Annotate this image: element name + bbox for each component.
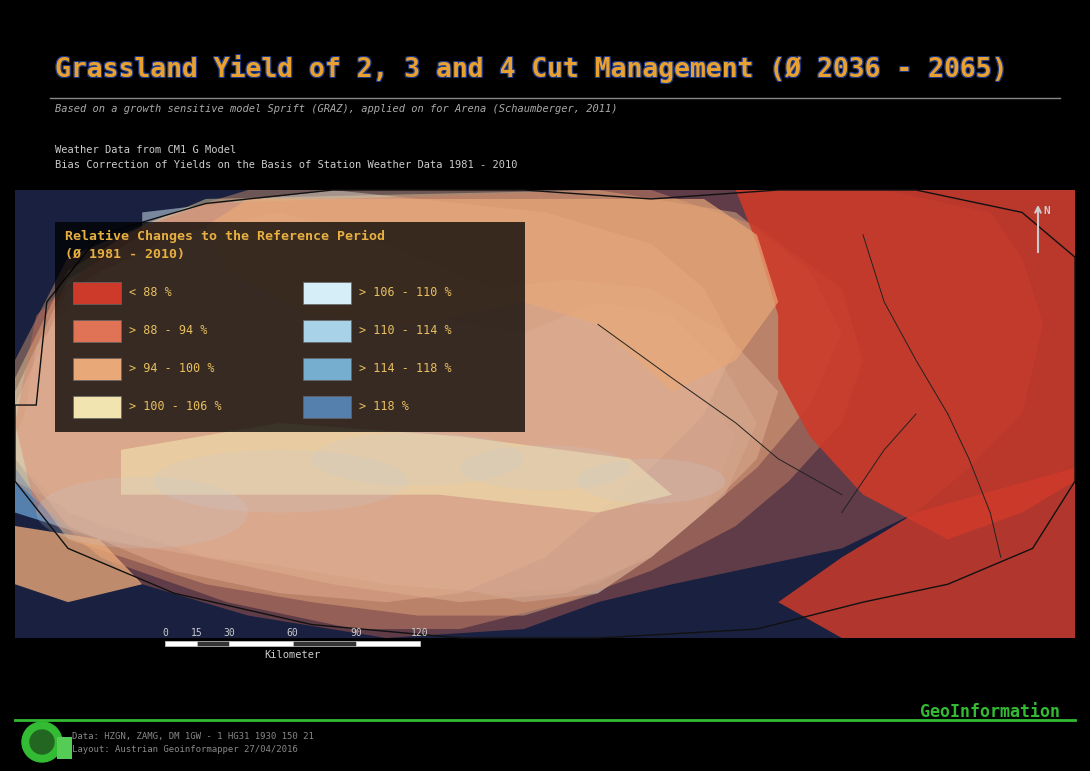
Text: Layout: Austrian Geoinformapper 27/04/2016: Layout: Austrian Geoinformapper 27/04/20… — [72, 745, 298, 754]
Text: Relative Changes to the Reference Period: Relative Changes to the Reference Period — [65, 230, 385, 243]
Text: Grassland Yield of 2, 3 and 4 Cut Management (Ø 2036 - 2065): Grassland Yield of 2, 3 and 4 Cut Manage… — [54, 56, 1006, 84]
Polygon shape — [121, 423, 673, 513]
Polygon shape — [778, 468, 1075, 638]
Text: Grassland Yield of 2, 3 and 4 Cut Management (Ø 2036 - 2065): Grassland Yield of 2, 3 and 4 Cut Manage… — [56, 54, 1008, 82]
Text: > 94 - 100 %: > 94 - 100 % — [129, 362, 215, 375]
Text: 30: 30 — [222, 628, 234, 638]
Ellipse shape — [36, 476, 249, 548]
Bar — [57, 737, 72, 759]
Bar — [73, 320, 121, 342]
Polygon shape — [15, 190, 1043, 638]
Bar — [73, 282, 121, 304]
Polygon shape — [15, 190, 736, 602]
Text: Data: HZGN, ZAMG, DM 1GW - 1 HG31 1930 150 21: Data: HZGN, ZAMG, DM 1GW - 1 HG31 1930 1… — [72, 732, 314, 741]
Bar — [292, 641, 356, 645]
Bar — [15, 190, 1075, 638]
Text: Grassland Yield of 2, 3 and 4 Cut Management (Ø 2036 - 2065): Grassland Yield of 2, 3 and 4 Cut Manage… — [54, 55, 1007, 83]
Text: > 100 - 106 %: > 100 - 106 % — [129, 400, 221, 413]
Text: 120: 120 — [411, 628, 428, 638]
Text: 90: 90 — [350, 628, 362, 638]
Text: Kilometer: Kilometer — [265, 651, 320, 661]
Text: Based on a growth sensitive model Sprift (GRAZ), applied on for Arena (Schaumber: Based on a growth sensitive model Sprift… — [54, 104, 618, 114]
Text: Grassland Yield of 2, 3 and 4 Cut Management (Ø 2036 - 2065): Grassland Yield of 2, 3 and 4 Cut Manage… — [54, 56, 1007, 85]
Bar — [229, 641, 292, 645]
Bar — [303, 282, 351, 304]
Polygon shape — [736, 190, 1075, 540]
Text: 0: 0 — [162, 628, 168, 638]
Text: N: N — [1043, 206, 1050, 216]
Bar — [165, 641, 197, 645]
Text: > 106 - 110 %: > 106 - 110 % — [359, 287, 451, 299]
Polygon shape — [15, 190, 863, 629]
Text: > 88 - 94 %: > 88 - 94 % — [129, 325, 207, 338]
Bar — [54, 222, 525, 432]
Polygon shape — [15, 226, 756, 593]
Polygon shape — [15, 235, 736, 602]
Text: 60: 60 — [287, 628, 299, 638]
Ellipse shape — [460, 446, 630, 490]
Text: GeoInformation: GeoInformation — [920, 703, 1059, 721]
Ellipse shape — [153, 449, 408, 513]
Text: Grassland Yield of 2, 3 and 4 Cut Management (Ø 2036 - 2065): Grassland Yield of 2, 3 and 4 Cut Manage… — [57, 55, 1009, 83]
Bar — [73, 396, 121, 418]
Text: Grassland Yield of 2, 3 and 4 Cut Management (Ø 2036 - 2065): Grassland Yield of 2, 3 and 4 Cut Manage… — [53, 55, 1006, 83]
Text: Grassland Yield of 2, 3 and 4 Cut Management (Ø 2036 - 2065): Grassland Yield of 2, 3 and 4 Cut Manage… — [54, 53, 1007, 82]
Polygon shape — [206, 199, 778, 392]
Bar — [356, 641, 420, 645]
Ellipse shape — [312, 432, 524, 486]
Text: 15: 15 — [191, 628, 203, 638]
Circle shape — [22, 722, 62, 762]
Circle shape — [31, 730, 54, 754]
Text: Grassland Yield of 2, 3 and 4 Cut Management (Ø 2036 - 2065): Grassland Yield of 2, 3 and 4 Cut Manage… — [54, 54, 1006, 82]
Ellipse shape — [577, 459, 725, 503]
Bar — [197, 641, 229, 645]
Text: Weather Data from CM1 G Model: Weather Data from CM1 G Model — [54, 145, 237, 155]
Text: > 110 - 114 %: > 110 - 114 % — [359, 325, 451, 338]
Bar — [303, 358, 351, 380]
Text: Bias Correction of Yields on the Basis of Station Weather Data 1981 - 2010: Bias Correction of Yields on the Basis o… — [54, 160, 518, 170]
Polygon shape — [15, 212, 778, 602]
Text: Grassland Yield of 2, 3 and 4 Cut Management (Ø 2036 - 2065): Grassland Yield of 2, 3 and 4 Cut Manage… — [56, 56, 1008, 84]
Text: (Ø 1981 - 2010): (Ø 1981 - 2010) — [65, 248, 185, 261]
Polygon shape — [15, 526, 142, 602]
Text: < 88 %: < 88 % — [129, 287, 172, 299]
Text: > 114 - 118 %: > 114 - 118 % — [359, 362, 451, 375]
Text: > 118 %: > 118 % — [359, 400, 409, 413]
Bar — [303, 396, 351, 418]
Polygon shape — [15, 190, 841, 615]
Bar — [73, 358, 121, 380]
Bar — [303, 320, 351, 342]
